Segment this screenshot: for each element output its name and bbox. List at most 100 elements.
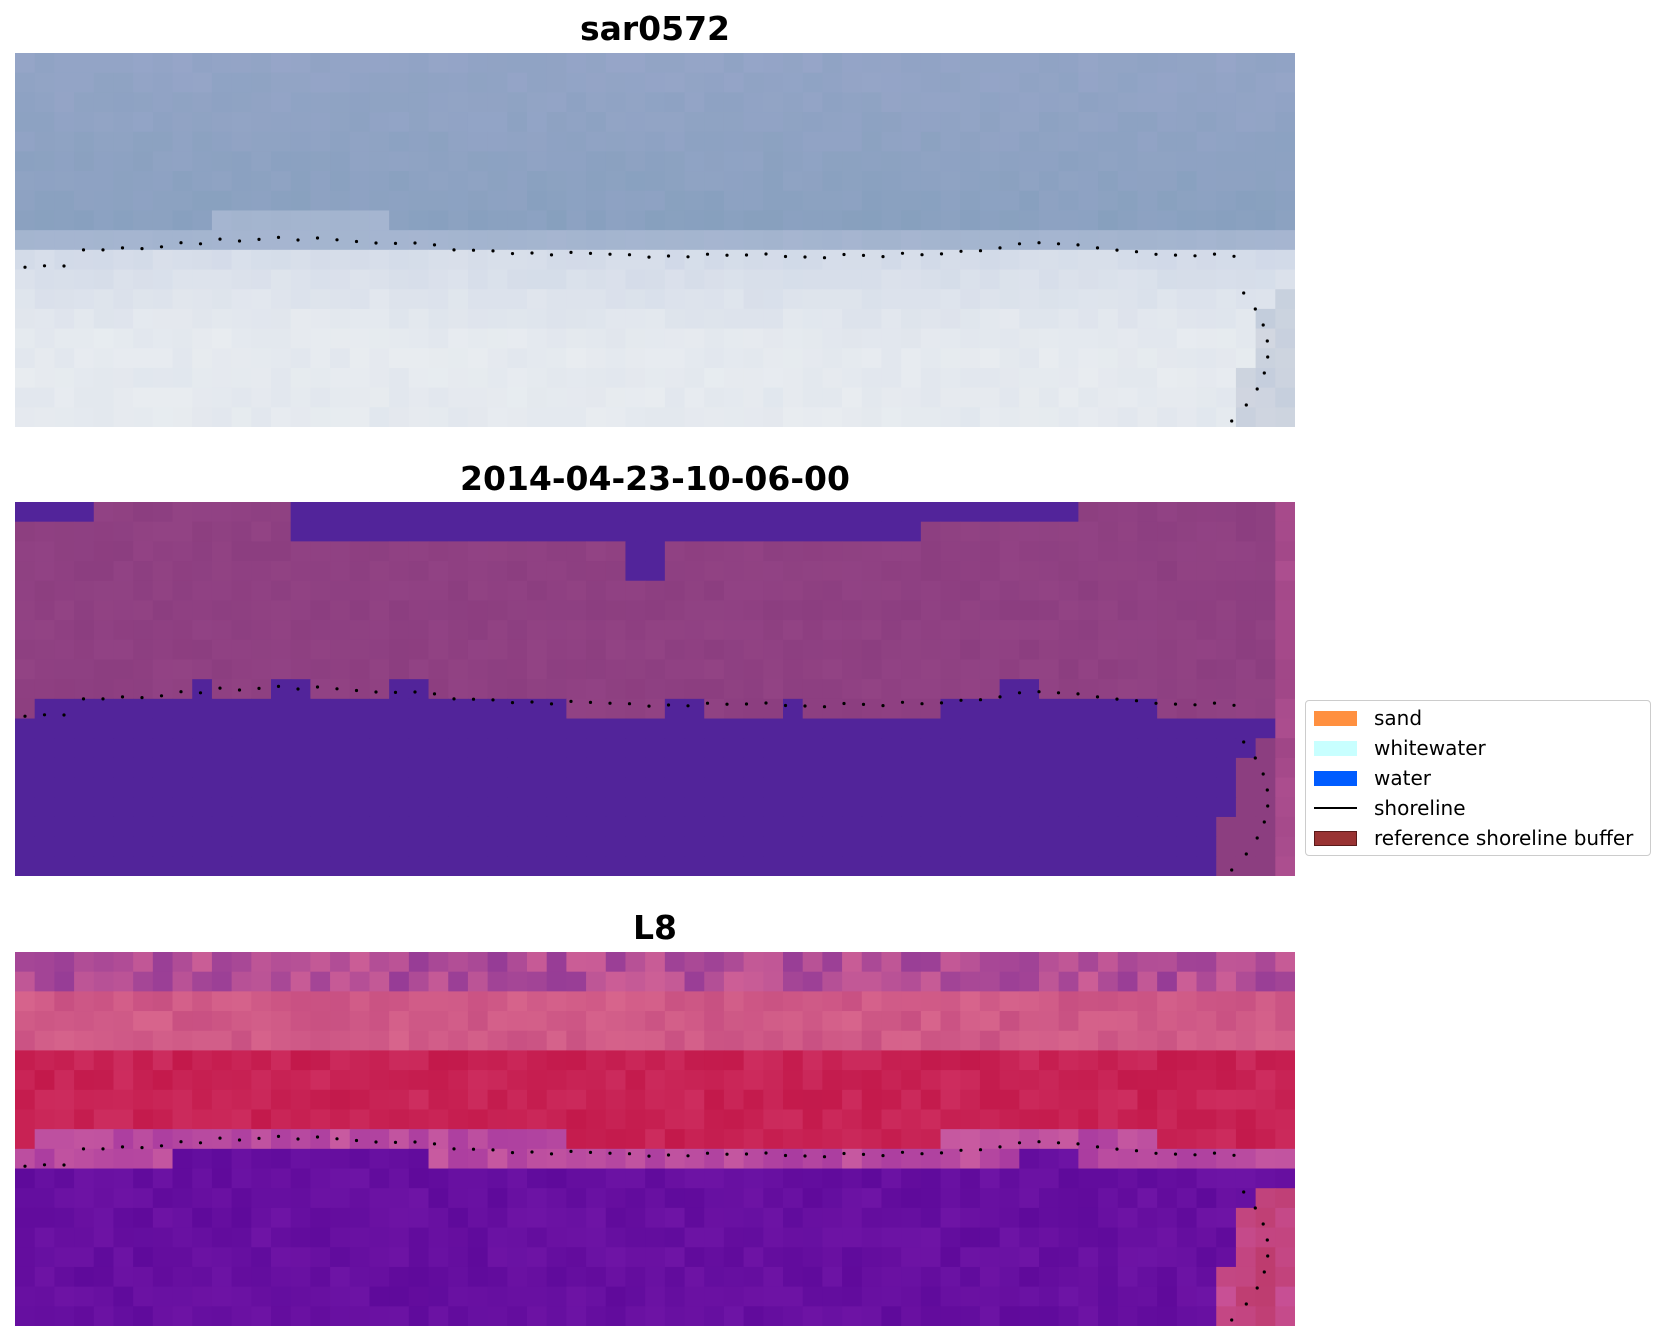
shoreline-point bbox=[491, 249, 495, 253]
image-pixel bbox=[231, 1109, 252, 1130]
image-pixel bbox=[1176, 190, 1198, 212]
image-pixel bbox=[192, 856, 213, 876]
image-pixel bbox=[467, 1089, 489, 1111]
image-pixel bbox=[684, 269, 705, 290]
image-pixel bbox=[448, 269, 469, 290]
image-pixel bbox=[704, 1286, 725, 1307]
image-pixel bbox=[960, 679, 981, 700]
image-pixel bbox=[723, 1286, 745, 1307]
image-pixel bbox=[113, 797, 134, 818]
image-pixel bbox=[881, 502, 902, 523]
shoreline-point bbox=[296, 1137, 300, 1141]
image-pixel bbox=[467, 1188, 489, 1209]
image-pixel bbox=[113, 679, 134, 700]
image-pixel bbox=[723, 407, 745, 427]
image-pixel bbox=[605, 1030, 627, 1052]
image-pixel bbox=[1176, 561, 1198, 582]
image-pixel bbox=[310, 620, 331, 641]
image-pixel bbox=[645, 1188, 666, 1209]
image-pixel bbox=[881, 777, 902, 798]
image-pixel bbox=[763, 620, 784, 641]
image-pixel bbox=[723, 348, 745, 369]
image-pixel bbox=[802, 1168, 823, 1189]
image-pixel bbox=[133, 92, 154, 113]
shoreline-point bbox=[686, 704, 690, 708]
image-pixel bbox=[664, 561, 686, 582]
image-pixel bbox=[34, 53, 55, 74]
image-pixel bbox=[802, 620, 823, 641]
image-pixel bbox=[211, 210, 233, 231]
image-pixel bbox=[901, 580, 922, 602]
image-pixel bbox=[861, 348, 883, 369]
image-pixel bbox=[960, 1148, 981, 1170]
image-pixel bbox=[960, 112, 981, 133]
water-swatch bbox=[1314, 771, 1357, 786]
image-pixel bbox=[408, 521, 430, 542]
image-pixel bbox=[842, 72, 863, 93]
image-pixel bbox=[54, 1148, 75, 1170]
image-pixel bbox=[999, 1011, 1020, 1032]
image-pixel bbox=[901, 92, 922, 113]
image-pixel bbox=[467, 1227, 489, 1248]
image-pixel bbox=[1176, 1286, 1198, 1307]
image-pixel bbox=[546, 856, 567, 876]
image-pixel bbox=[113, 991, 134, 1012]
image-pixel bbox=[330, 679, 351, 700]
image-pixel bbox=[704, 53, 725, 74]
image-pixel bbox=[546, 230, 567, 251]
image-pixel bbox=[901, 407, 922, 427]
image-pixel bbox=[1235, 210, 1257, 231]
image-pixel bbox=[271, 1286, 292, 1307]
image-pixel bbox=[1275, 348, 1295, 369]
image-pixel bbox=[1019, 1030, 1040, 1052]
image-pixel bbox=[763, 1109, 784, 1130]
image-pixel bbox=[802, 1030, 823, 1052]
image-pixel bbox=[783, 1286, 804, 1307]
image-pixel bbox=[1117, 991, 1139, 1012]
image-pixel bbox=[723, 718, 745, 739]
image-pixel bbox=[566, 289, 587, 310]
image-pixel bbox=[34, 1030, 55, 1052]
image-pixel bbox=[940, 1030, 961, 1052]
image-pixel bbox=[369, 230, 390, 251]
image-pixel bbox=[645, 171, 666, 192]
image-pixel bbox=[1039, 348, 1060, 369]
image-pixel bbox=[231, 580, 252, 602]
image-pixel bbox=[999, 53, 1020, 74]
shoreline-point bbox=[1244, 1302, 1248, 1306]
image-pixel bbox=[251, 561, 272, 582]
image-pixel bbox=[901, 1089, 922, 1111]
image-pixel bbox=[172, 1030, 193, 1052]
image-pixel bbox=[920, 151, 942, 172]
shoreline-point bbox=[1265, 339, 1269, 343]
image-pixel bbox=[113, 738, 134, 759]
image-pixel bbox=[763, 816, 784, 838]
image-pixel bbox=[999, 1207, 1020, 1229]
image-pixel bbox=[1019, 971, 1040, 992]
image-pixel bbox=[467, 289, 489, 310]
image-pixel bbox=[1098, 210, 1119, 231]
image-pixel bbox=[901, 387, 922, 408]
image-pixel bbox=[1058, 659, 1079, 680]
image-pixel bbox=[1019, 190, 1040, 212]
shoreline-point bbox=[647, 255, 651, 259]
title-classified: 2014-04-23-10-06-00 bbox=[460, 459, 850, 498]
image-pixel bbox=[684, 190, 705, 212]
image-pixel bbox=[684, 407, 705, 427]
image-pixel bbox=[1078, 521, 1099, 542]
image-pixel bbox=[1196, 600, 1217, 621]
image-pixel bbox=[152, 92, 174, 113]
image-pixel bbox=[172, 1227, 193, 1248]
image-pixel bbox=[625, 387, 646, 408]
image-pixel bbox=[1157, 1070, 1178, 1091]
image-pixel bbox=[566, 1286, 587, 1307]
image-pixel bbox=[1216, 580, 1237, 602]
image-pixel bbox=[546, 1168, 567, 1189]
image-pixel bbox=[566, 777, 587, 798]
image-pixel bbox=[1275, 952, 1295, 973]
image-pixel bbox=[1255, 561, 1276, 582]
image-pixel bbox=[74, 1266, 95, 1288]
shoreline-point bbox=[374, 241, 378, 245]
image-pixel bbox=[310, 797, 331, 818]
image-pixel bbox=[192, 269, 213, 290]
